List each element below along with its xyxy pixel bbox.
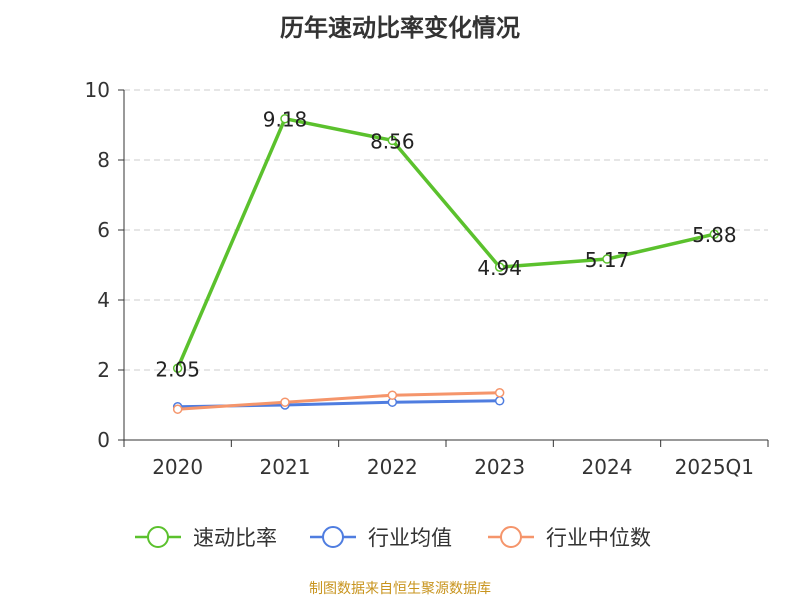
x-tick-label: 2021 (260, 455, 311, 479)
data-point (494, 388, 505, 398)
data-label: 8.56 (370, 129, 415, 153)
legend-label: 行业均值 (368, 526, 452, 550)
data-point (280, 397, 290, 407)
y-tick-label: 6 (97, 218, 110, 242)
data-point (387, 390, 398, 400)
legend-marker (500, 526, 522, 548)
y-tick-label: 0 (97, 428, 110, 452)
legend-marker (322, 526, 344, 548)
x-tick-label: 2023 (474, 455, 525, 479)
data-label: 5.17 (585, 248, 630, 272)
data-label: 4.94 (477, 256, 522, 280)
data-point (280, 113, 290, 124)
legend-marker (147, 526, 169, 548)
data-label: 5.88 (692, 223, 737, 247)
data-point (494, 262, 505, 272)
legend-label: 行业中位数 (546, 526, 651, 550)
x-tick-label: 2020 (152, 455, 203, 479)
data-point (709, 229, 720, 239)
chart-title: 历年速动比率变化情况 (280, 14, 520, 42)
y-tick-label: 2 (97, 358, 110, 382)
y-tick-label: 8 (97, 148, 110, 172)
y-tick-label: 10 (85, 78, 110, 102)
data-label: 9.18 (263, 108, 308, 132)
series-line (176, 116, 715, 369)
data-point (172, 363, 183, 373)
data-point (494, 396, 505, 406)
y-tick-label: 4 (97, 288, 110, 312)
data-point (387, 135, 398, 146)
data-label: 2.05 (155, 357, 200, 381)
data-point (602, 254, 612, 264)
source-note: 制图数据来自恒生聚源数据库 (309, 581, 491, 597)
data-point (172, 404, 183, 414)
x-tick-label: 2022 (367, 455, 418, 479)
x-tick-label: 2025Q1 (675, 455, 754, 479)
x-tick-label: 2024 (582, 455, 633, 479)
legend-label: 速动比率 (193, 526, 277, 550)
series-line (177, 391, 500, 411)
